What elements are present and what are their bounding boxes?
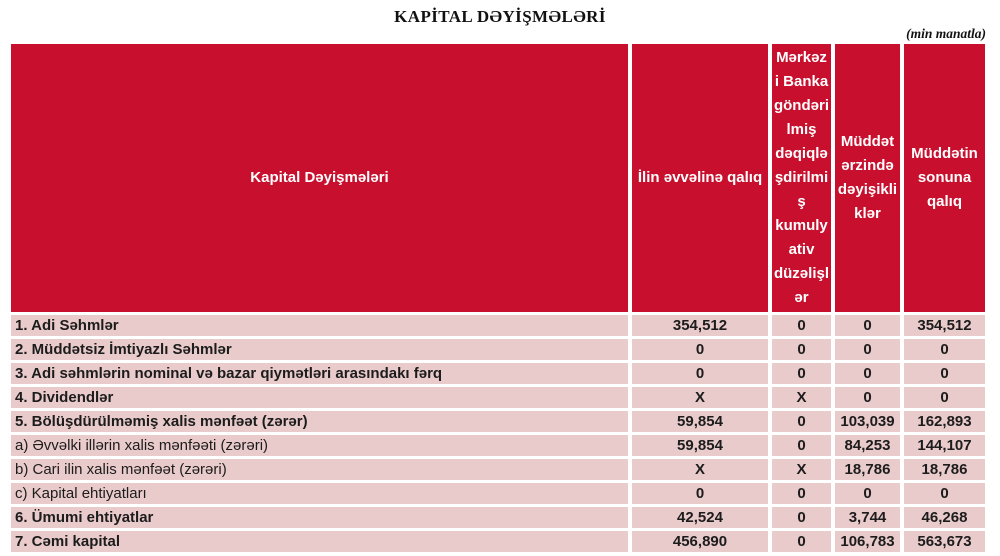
row-value: 0 <box>835 483 900 504</box>
row-value: 563,673 <box>904 531 985 552</box>
row-value: 18,786 <box>835 459 900 480</box>
col-header-kapital-deyismeleri: Kapital Dəyişmələri <box>11 44 628 312</box>
row-value: 0 <box>772 483 831 504</box>
row-value: 0 <box>632 363 768 384</box>
row-value: X <box>632 387 768 408</box>
row-label: 4. Dividendlər <box>11 387 628 408</box>
row-value: 0 <box>772 363 831 384</box>
row-value: X <box>772 387 831 408</box>
row-value: 0 <box>904 483 985 504</box>
row-value: 0 <box>904 339 985 360</box>
row-value: 0 <box>772 507 831 528</box>
row-value: 0 <box>632 339 768 360</box>
row-value: 0 <box>904 387 985 408</box>
row-value: 0 <box>772 531 831 552</box>
row-value: 144,107 <box>904 435 985 456</box>
row-value: 354,512 <box>632 315 768 336</box>
row-value: 18,786 <box>904 459 985 480</box>
row-label: 2. Müddətsiz İmtiyazlı Səhmlər <box>11 339 628 360</box>
row-value: 0 <box>835 315 900 336</box>
unit-note: (min manatla) <box>906 26 986 41</box>
row-value: 59,854 <box>632 411 768 432</box>
row-value: 0 <box>772 411 831 432</box>
col-header-muddet-erzinde-deyisiklikler: Müddət ərzində dəyişikli klər <box>835 44 900 312</box>
row-value: 106,783 <box>835 531 900 552</box>
row-label: b) Cari ilin xalis mənfəət (zərəri) <box>11 459 628 480</box>
row-value: 3,744 <box>835 507 900 528</box>
page-title: KAPİTAL DƏYİŞMƏLƏRİ <box>394 7 606 26</box>
row-value: X <box>772 459 831 480</box>
row-value: 0 <box>835 387 900 408</box>
row-value: X <box>632 459 768 480</box>
row-label: 1. Adi Səhmlər <box>11 315 628 336</box>
row-label: c) Kapital ehtiyatları <box>11 483 628 504</box>
row-label: 7. Cəmi kapital <box>11 531 628 552</box>
row-label: a) Əvvəlki illərin xalis mənfəəti (zərər… <box>11 435 628 456</box>
row-value: 456,890 <box>632 531 768 552</box>
col-header-ilin-evveline-qaliq: İlin əvvəlinə qalıq <box>632 44 768 312</box>
row-label: 3. Adi səhmlərin nominal və bazar qiymət… <box>11 363 628 384</box>
capital-changes-table: Kapital Dəyişmələri İlin əvvəlinə qalıq … <box>11 44 987 552</box>
row-value: 354,512 <box>904 315 985 336</box>
row-value: 0 <box>772 315 831 336</box>
row-value: 42,524 <box>632 507 768 528</box>
col-header-muddetin-sonuna-qaliq: Müddətin sonuna qalıq <box>904 44 985 312</box>
row-value: 0 <box>772 339 831 360</box>
row-value: 59,854 <box>632 435 768 456</box>
row-value: 0 <box>835 363 900 384</box>
row-value: 103,039 <box>835 411 900 432</box>
row-value: 46,268 <box>904 507 985 528</box>
row-value: 0 <box>632 483 768 504</box>
row-value: 0 <box>835 339 900 360</box>
row-value: 0 <box>772 435 831 456</box>
row-value: 0 <box>904 363 985 384</box>
row-value: 84,253 <box>835 435 900 456</box>
col-header-merkezi-banka-duzelisler: Mərkəz i Banka göndəri lmiş dəqiqlə şdir… <box>772 44 831 312</box>
row-label: 5. Bölüşdürülməmiş xalis mənfəət (zərər) <box>11 411 628 432</box>
row-value: 162,893 <box>904 411 985 432</box>
row-label: 6. Ümumi ehtiyatlar <box>11 507 628 528</box>
